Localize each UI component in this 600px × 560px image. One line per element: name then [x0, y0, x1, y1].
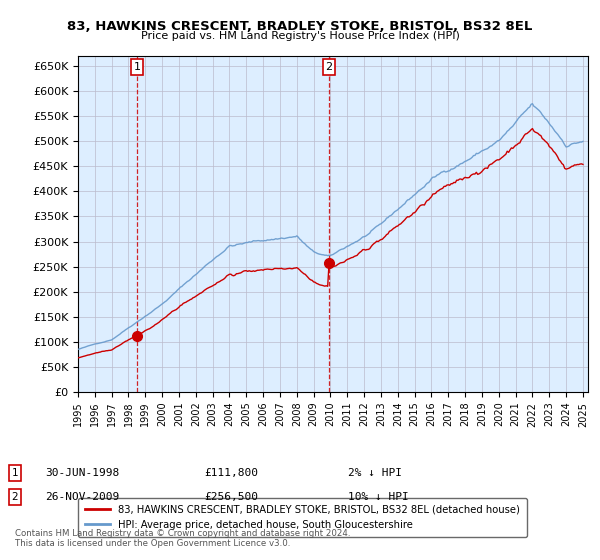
Text: 10% ↓ HPI: 10% ↓ HPI — [348, 492, 409, 502]
Text: £111,800: £111,800 — [204, 468, 258, 478]
Text: 30-JUN-1998: 30-JUN-1998 — [45, 468, 119, 478]
Legend: 83, HAWKINS CRESCENT, BRADLEY STOKE, BRISTOL, BS32 8EL (detached house), HPI: Av: 83, HAWKINS CRESCENT, BRADLEY STOKE, BRI… — [78, 498, 527, 537]
Text: 1: 1 — [133, 62, 140, 72]
Text: Contains HM Land Registry data © Crown copyright and database right 2024.
This d: Contains HM Land Registry data © Crown c… — [15, 529, 350, 548]
Text: Price paid vs. HM Land Registry's House Price Index (HPI): Price paid vs. HM Land Registry's House … — [140, 31, 460, 41]
Text: 1: 1 — [11, 468, 19, 478]
Text: 2: 2 — [11, 492, 19, 502]
Text: 2: 2 — [326, 62, 332, 72]
Text: 2% ↓ HPI: 2% ↓ HPI — [348, 468, 402, 478]
Text: 83, HAWKINS CRESCENT, BRADLEY STOKE, BRISTOL, BS32 8EL: 83, HAWKINS CRESCENT, BRADLEY STOKE, BRI… — [67, 20, 533, 32]
Text: 26-NOV-2009: 26-NOV-2009 — [45, 492, 119, 502]
Text: £256,500: £256,500 — [204, 492, 258, 502]
Bar — [137, 56, 329, 392]
